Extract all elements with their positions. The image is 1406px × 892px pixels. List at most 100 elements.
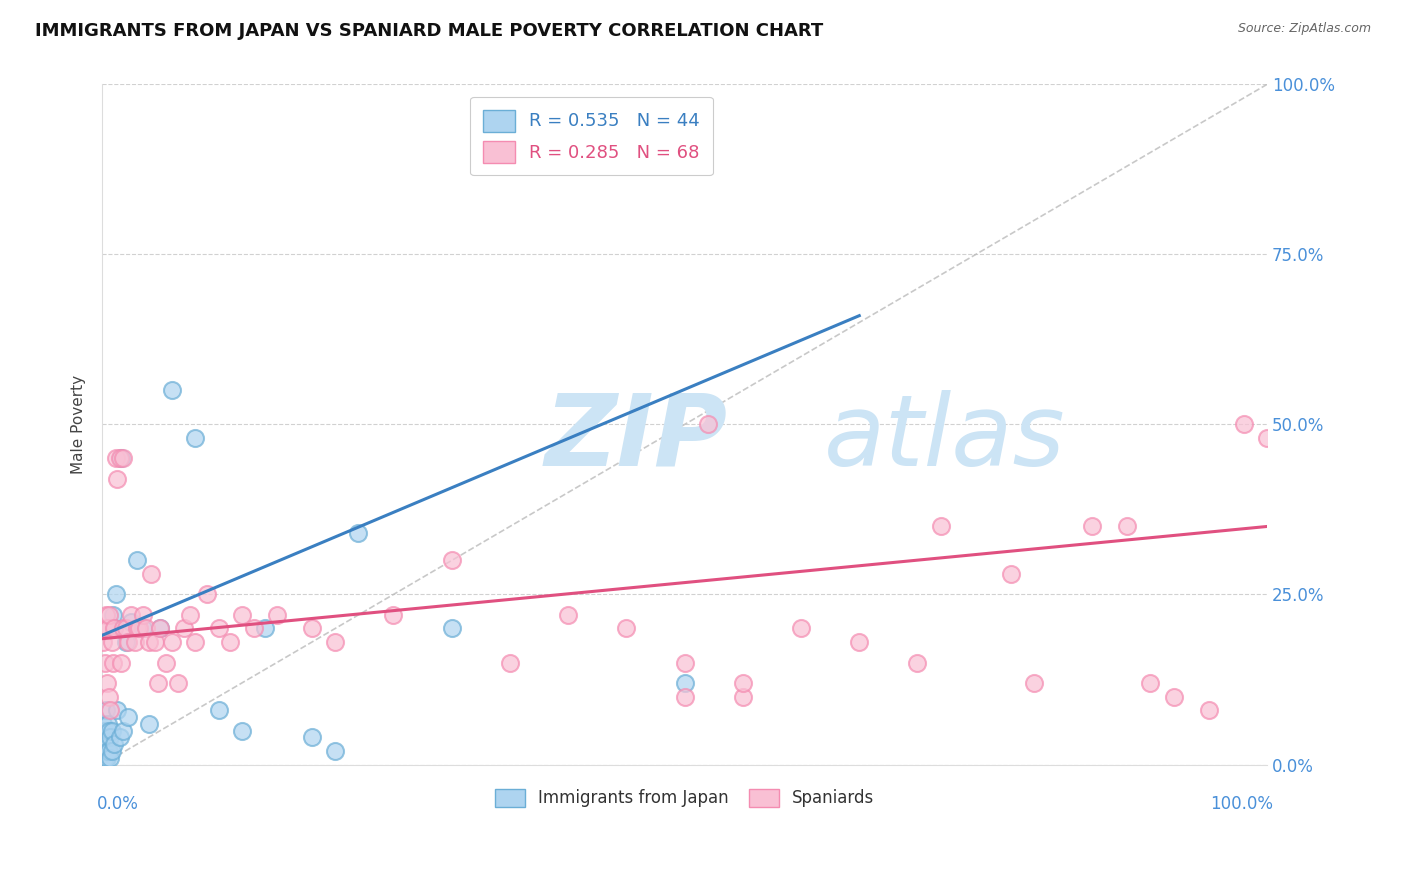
Point bbox=[93, 731, 115, 745]
Point bbox=[132, 622, 155, 636]
Point bbox=[499, 656, 522, 670]
Point bbox=[195, 587, 218, 601]
Point bbox=[146, 676, 169, 690]
Point bbox=[98, 731, 121, 745]
Point bbox=[120, 615, 142, 629]
Point bbox=[108, 731, 131, 745]
Y-axis label: Male Poverty: Male Poverty bbox=[72, 375, 86, 474]
Point bbox=[93, 744, 115, 758]
Point bbox=[94, 607, 117, 622]
Point bbox=[128, 622, 150, 636]
Point bbox=[105, 451, 128, 466]
Point bbox=[1232, 417, 1254, 432]
Point bbox=[93, 723, 115, 738]
Point bbox=[103, 622, 125, 636]
Point bbox=[323, 744, 346, 758]
Point bbox=[135, 622, 157, 636]
Point bbox=[112, 723, 135, 738]
Point bbox=[696, 417, 718, 432]
Point bbox=[124, 635, 146, 649]
Point bbox=[100, 723, 122, 738]
Point bbox=[1116, 519, 1139, 533]
Point bbox=[790, 622, 813, 636]
Text: Source: ZipAtlas.com: Source: ZipAtlas.com bbox=[1237, 22, 1371, 36]
Point bbox=[138, 635, 160, 649]
Point bbox=[347, 526, 370, 541]
Point bbox=[93, 716, 115, 731]
Text: ZIP: ZIP bbox=[544, 390, 728, 486]
Point bbox=[110, 451, 132, 466]
Point bbox=[440, 622, 463, 636]
Point bbox=[114, 622, 136, 636]
Point bbox=[101, 656, 124, 670]
Point bbox=[731, 676, 754, 690]
Point bbox=[132, 607, 155, 622]
Point bbox=[143, 635, 166, 649]
Point bbox=[105, 587, 128, 601]
Point bbox=[155, 656, 177, 670]
Point bbox=[93, 737, 115, 751]
Point bbox=[254, 622, 277, 636]
Point bbox=[120, 607, 142, 622]
Point bbox=[1081, 519, 1104, 533]
Point bbox=[114, 635, 136, 649]
Point bbox=[112, 451, 135, 466]
Point bbox=[101, 607, 124, 622]
Point bbox=[167, 676, 190, 690]
Point bbox=[117, 710, 139, 724]
Point bbox=[1163, 690, 1185, 704]
Point bbox=[93, 635, 115, 649]
Point bbox=[231, 607, 253, 622]
Point bbox=[184, 635, 207, 649]
Point bbox=[731, 690, 754, 704]
Point bbox=[105, 703, 128, 717]
Point bbox=[1022, 676, 1045, 690]
Point bbox=[219, 635, 242, 649]
Point bbox=[266, 607, 288, 622]
Point bbox=[160, 384, 183, 398]
Point bbox=[382, 607, 405, 622]
Point bbox=[98, 723, 121, 738]
Point bbox=[301, 622, 323, 636]
Point bbox=[242, 622, 264, 636]
Point bbox=[1256, 431, 1278, 445]
Point bbox=[98, 703, 121, 717]
Point bbox=[98, 750, 121, 764]
Point bbox=[96, 750, 118, 764]
Point bbox=[93, 750, 115, 764]
Text: atlas: atlas bbox=[824, 390, 1066, 486]
Point bbox=[138, 716, 160, 731]
Point bbox=[117, 635, 139, 649]
Point bbox=[440, 553, 463, 567]
Point bbox=[1000, 567, 1022, 582]
Point bbox=[557, 607, 579, 622]
Point bbox=[673, 656, 696, 670]
Point bbox=[93, 656, 115, 670]
Point bbox=[907, 656, 929, 670]
Text: IMMIGRANTS FROM JAPAN VS SPANIARD MALE POVERTY CORRELATION CHART: IMMIGRANTS FROM JAPAN VS SPANIARD MALE P… bbox=[35, 22, 824, 40]
Point bbox=[127, 622, 149, 636]
Point bbox=[108, 451, 131, 466]
Point bbox=[231, 723, 253, 738]
Point bbox=[97, 744, 120, 758]
Point bbox=[110, 656, 132, 670]
Point bbox=[112, 622, 135, 636]
Point bbox=[173, 622, 195, 636]
Point bbox=[208, 703, 231, 717]
Point bbox=[139, 567, 162, 582]
Point bbox=[103, 737, 125, 751]
Point bbox=[323, 635, 346, 649]
Text: 100.0%: 100.0% bbox=[1209, 795, 1272, 814]
Point bbox=[848, 635, 870, 649]
Point bbox=[149, 622, 172, 636]
Point bbox=[103, 622, 125, 636]
Point bbox=[98, 690, 121, 704]
Point bbox=[100, 744, 122, 758]
Point bbox=[100, 635, 122, 649]
Point bbox=[105, 472, 128, 486]
Point bbox=[127, 553, 149, 567]
Point bbox=[94, 703, 117, 717]
Point bbox=[98, 744, 121, 758]
Point bbox=[184, 431, 207, 445]
Point bbox=[1139, 676, 1161, 690]
